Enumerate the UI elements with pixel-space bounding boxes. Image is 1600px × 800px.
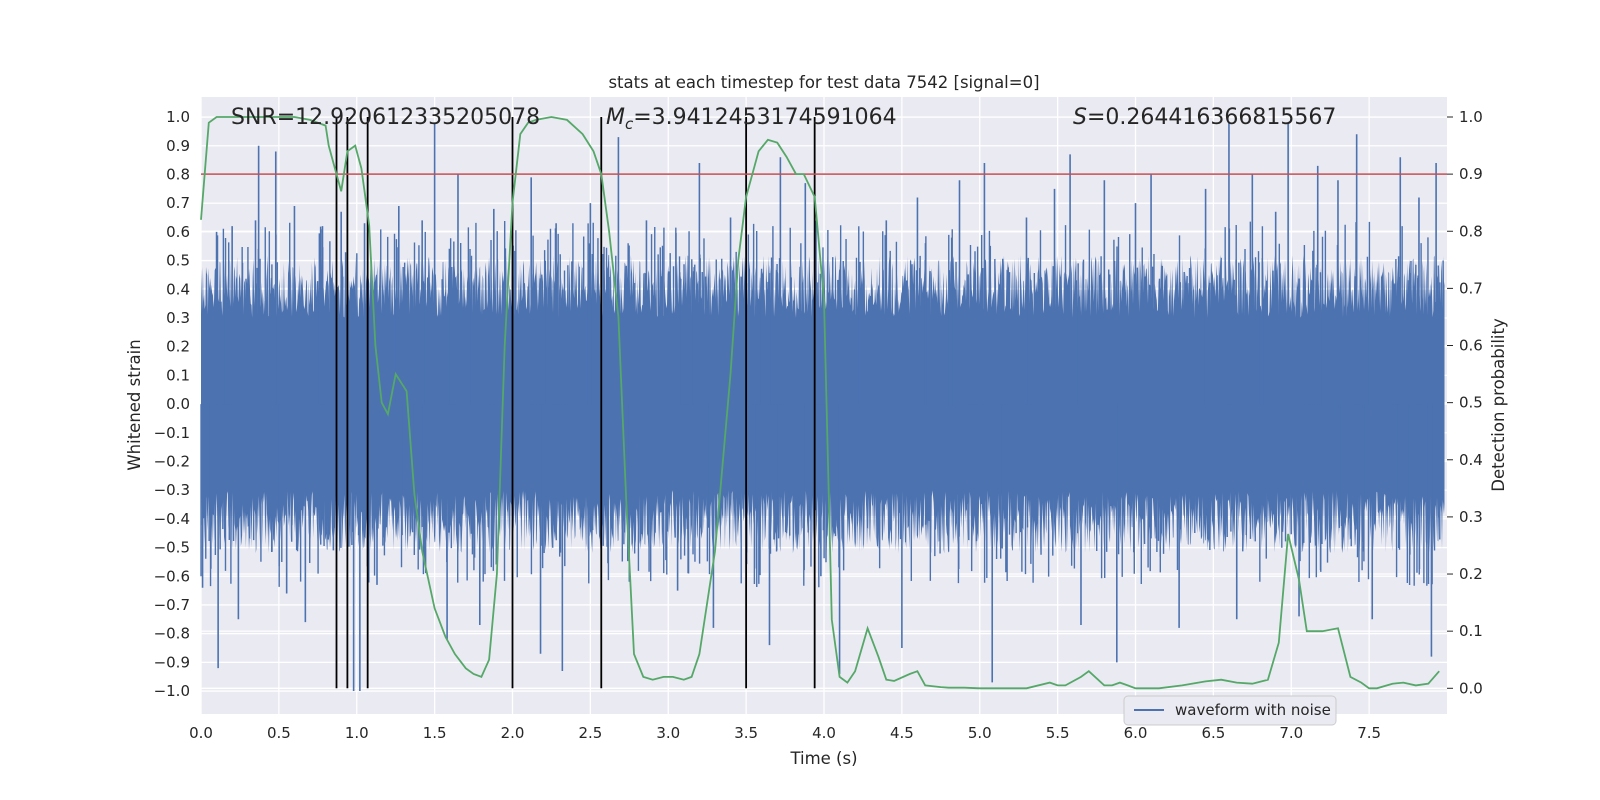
s-symbol: S: [1073, 105, 1087, 130]
x-tick-label: 2.0: [501, 724, 525, 742]
y-axis-left-ticks: 1.0 0.9 0.8 0.7 0.6 0.5 0.4 0.3 0.2 0.1 0.0 −0.1 −0.…: [154, 108, 190, 700]
x-tick-label: 1.5: [423, 724, 447, 742]
y-axis-left-label: Whitened strain: [125, 339, 144, 470]
chirp-mass-symbol: M: [606, 105, 625, 130]
right-tick-label: 1.0: [1459, 108, 1483, 126]
x-axis-label: Time (s): [789, 749, 857, 768]
x-tick-label: 5.5: [1046, 724, 1070, 742]
x-tick-label: 0.0: [189, 724, 213, 742]
y-axis-right-ticks: 1.0 0.9 0.8 0.7 0.6 0.5 0.4 0.3 0.2 0.1 0.0: [1447, 108, 1483, 697]
y-tick-label: −0.8: [154, 625, 190, 643]
x-tick-label: 6.5: [1201, 724, 1225, 742]
y-tick-label: 1.0: [166, 108, 190, 126]
y-tick-label: 0.2: [166, 338, 190, 356]
y-tick-label: −0.5: [154, 539, 190, 557]
probability-line: [200, 116, 1440, 690]
chirp-mass-value: =3.9412453174591064: [633, 105, 896, 130]
x-tick-label: 7.0: [1279, 724, 1303, 742]
snr-annotation: SNR=12.920612335205078: [231, 105, 540, 130]
y-axis-right-label: Detection probability: [1489, 318, 1508, 492]
y-tick-label: 0.1: [166, 366, 190, 384]
x-tick-label: 2.5: [578, 724, 602, 742]
y-tick-label: 0.0: [166, 395, 190, 413]
s-annotation: S=0.264416366815567: [1073, 105, 1336, 130]
right-tick-label: 0.4: [1459, 451, 1483, 469]
waveform-spikes: [200, 122, 1444, 692]
y-tick-label: −0.9: [154, 653, 190, 671]
right-tick-label: 0.3: [1459, 508, 1483, 526]
legend-box: [1123, 695, 1337, 726]
y-tick-label: 0.8: [166, 165, 190, 183]
y-tick-label: 0.4: [166, 280, 190, 298]
x-tick-label: 3.5: [734, 724, 758, 742]
x-tick-label: 5.0: [968, 724, 992, 742]
right-tick-label: 0.6: [1459, 337, 1483, 355]
y-tick-label: 0.6: [166, 223, 190, 241]
right-tick-label: 0.5: [1459, 394, 1483, 412]
x-tick-label: 4.5: [890, 724, 914, 742]
x-tick-label: 7.5: [1357, 724, 1381, 742]
right-tick-label: 0.2: [1459, 565, 1483, 583]
right-tick-label: 0.9: [1459, 165, 1483, 183]
y-tick-label: −0.7: [154, 596, 190, 614]
y-tick-label: −1.0: [154, 682, 190, 700]
y-tick-label: −0.4: [154, 510, 190, 528]
right-tick-label: 0.0: [1459, 679, 1483, 697]
x-tick-label: 0.5: [267, 724, 291, 742]
x-tick-label: 4.0: [812, 724, 836, 742]
chart-title: stats at each timestep for test data 754…: [608, 73, 1039, 92]
chirp-mass-annotation: Mc=3.9412453174591064: [606, 105, 897, 133]
y-tick-label: −0.2: [154, 452, 190, 470]
x-tick-label: 1.0: [345, 724, 369, 742]
s-value: =0.264416366815567: [1087, 105, 1336, 130]
y-tick-label: 0.3: [166, 309, 190, 327]
y-tick-label: −0.6: [154, 567, 190, 585]
y-tick-label: −0.1: [154, 424, 190, 442]
x-tick-label: 6.0: [1124, 724, 1148, 742]
y-tick-label: 0.7: [166, 194, 190, 212]
x-tick-label: 3.0: [656, 724, 680, 742]
event-markers: [335, 116, 816, 689]
y-tick-label: 0.9: [166, 137, 190, 155]
right-tick-label: 0.7: [1459, 279, 1483, 297]
legend: waveform with noise: [1123, 695, 1337, 726]
x-axis-ticks: 0.0 0.5 1.0 1.5 2.0 2.5 3.0 3.5 4.0 4.5 5.0 5.5 6.0 6…: [189, 724, 1381, 742]
right-tick-label: 0.1: [1459, 622, 1483, 640]
right-tick-label: 0.8: [1459, 222, 1483, 240]
y-tick-label: 0.5: [166, 252, 190, 270]
chirp-mass-subscript: c: [625, 115, 634, 133]
y-tick-label: −0.3: [154, 481, 190, 499]
legend-label: waveform with noise: [1175, 701, 1331, 719]
